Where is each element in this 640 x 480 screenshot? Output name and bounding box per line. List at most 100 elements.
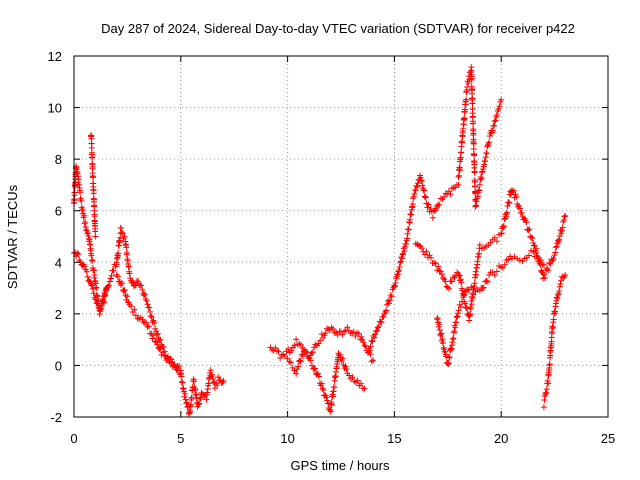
data-point [543,386,550,393]
data-point [500,223,507,230]
data-point [552,249,559,256]
data-point [197,394,204,401]
data-point [562,212,569,219]
data-point [157,336,164,343]
data-point [530,248,537,255]
data-point [147,312,154,319]
data-point [503,211,510,218]
data-point [446,285,453,292]
data-point [145,323,152,330]
y-tick-label: 10 [48,101,62,116]
data-point [553,294,560,301]
data-point [88,281,95,288]
data-point [334,331,341,338]
data-point [531,253,538,260]
data-point [336,351,343,358]
data-point [391,282,398,289]
data-point [445,188,452,195]
data-point [100,293,107,300]
data-point [320,335,327,342]
data-point [471,280,478,287]
data-point [121,233,128,240]
data-point [439,340,446,347]
data-point [329,326,336,333]
data-point [147,308,154,315]
data-point [424,204,431,211]
data-point [436,327,443,334]
data-point [383,307,390,314]
data-point [97,305,104,312]
data-point [339,355,346,362]
data-point [99,298,106,305]
data-point [92,233,99,240]
data-point [374,324,381,331]
data-point [478,169,485,176]
data-point [366,347,373,354]
data-point [83,226,90,233]
data-point [552,244,559,251]
data-point [410,193,417,200]
data-point [513,193,520,200]
data-point [93,285,100,292]
data-marks [71,64,569,417]
data-point [510,187,517,194]
data-point [201,393,208,400]
data-point [160,344,167,351]
data-point [83,268,90,275]
data-point [498,230,505,237]
data-point [450,274,457,281]
data-point [418,245,425,252]
data-point [388,293,395,300]
data-point [92,296,99,303]
data-point [434,315,441,322]
data-point [295,363,302,370]
data-point [394,271,401,278]
data-point [117,224,124,231]
data-point [496,103,503,110]
data-point [150,332,157,339]
data-point [476,287,483,294]
data-point [367,343,374,350]
data-point [516,257,523,264]
data-point [525,252,532,259]
data-point [372,331,379,338]
data-point [196,400,203,407]
data-point [491,272,498,279]
data-point [489,127,496,134]
data-point [472,203,479,210]
data-point [409,201,416,208]
data-point [392,280,399,287]
data-point [178,373,185,380]
data-point [105,283,112,290]
data-point [91,272,98,279]
data-point [422,194,429,201]
data-point [437,331,444,338]
data-point [435,323,442,330]
data-point [113,261,120,268]
y-tick-label: 4 [55,255,62,270]
data-point [100,299,107,306]
data-point [370,357,377,364]
data-point [550,255,557,262]
data-point [401,248,408,255]
data-point [90,290,97,297]
data-point [89,285,96,292]
data-point [442,278,449,285]
data-point [368,337,375,344]
data-point [505,256,512,263]
data-point [374,327,381,334]
data-point [456,165,463,172]
data-point [463,304,470,311]
data-point [505,199,512,206]
data-point [401,243,408,250]
data-point [499,264,506,271]
data-point [82,224,89,231]
data-point [367,351,374,358]
data-point [493,238,500,245]
data-point [324,397,331,404]
data-point [78,197,85,204]
data-point [291,342,298,349]
data-point [309,349,316,356]
data-point [436,321,443,328]
data-point [420,186,427,193]
